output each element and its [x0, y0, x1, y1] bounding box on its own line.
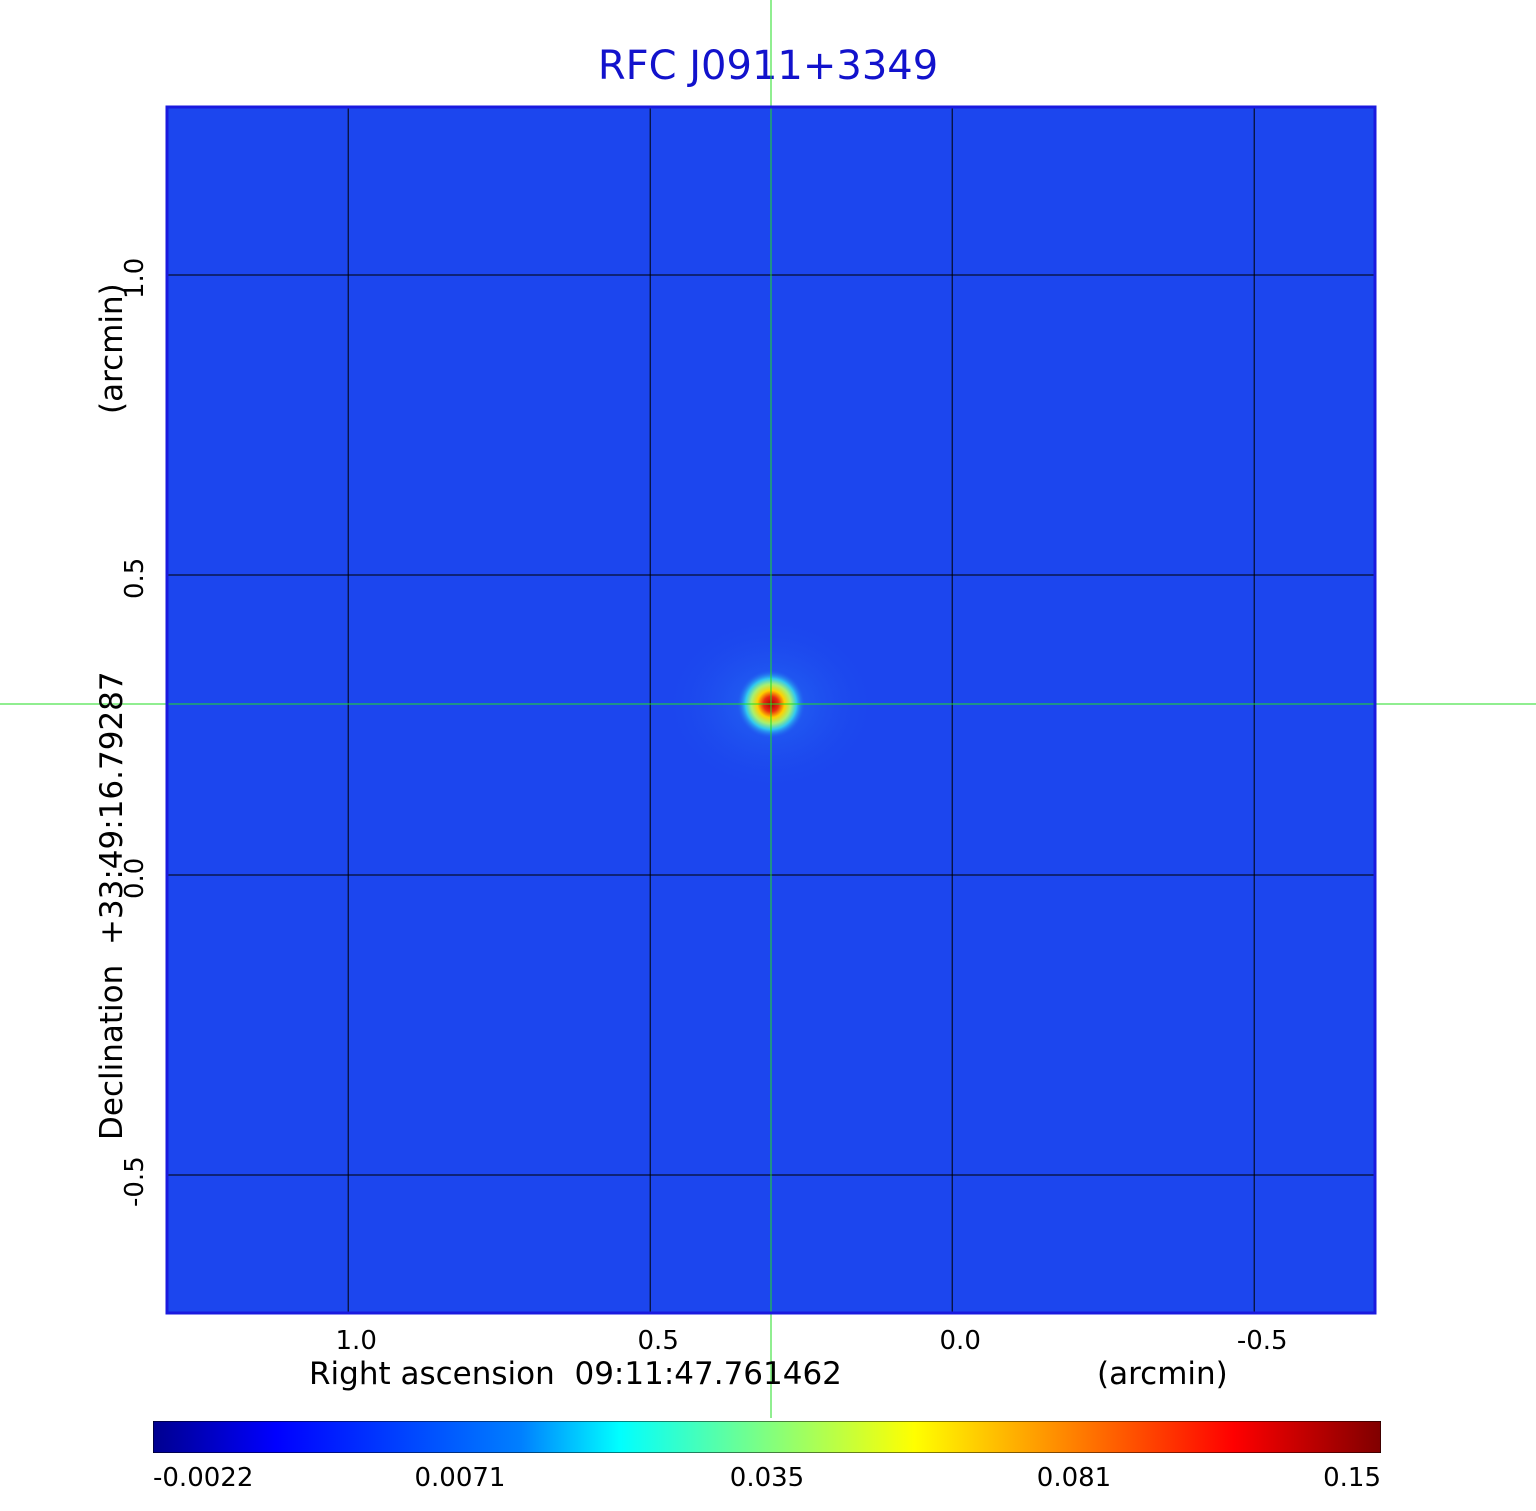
- x-tick-label: 0.5: [637, 1326, 679, 1356]
- y-tick-label: -0.5: [120, 1156, 150, 1207]
- y-axis-unit: (arcmin): [94, 283, 130, 414]
- colorbar-tick-label: -0.0022: [153, 1463, 254, 1493]
- x-axis-unit: (arcmin): [1097, 1356, 1228, 1392]
- colorbar-tick-label: 0.15: [1323, 1463, 1381, 1493]
- plot-frame: [165, 105, 1377, 1315]
- colorbar-tick-label: 0.035: [729, 1463, 805, 1493]
- colorbar-tick-label: 0.0071: [414, 1463, 506, 1493]
- chart-title: RFC J0911+3349: [597, 43, 939, 89]
- colorbar-tick-label: 0.081: [1036, 1463, 1112, 1493]
- x-tick-label: 1.0: [335, 1326, 377, 1356]
- x-tick-label: -0.5: [1236, 1326, 1288, 1356]
- x-axis-label: Right ascension 09:11:47.761462: [309, 1356, 842, 1392]
- x-tick-label: 0.0: [939, 1326, 981, 1356]
- colorbar: [153, 1421, 1381, 1453]
